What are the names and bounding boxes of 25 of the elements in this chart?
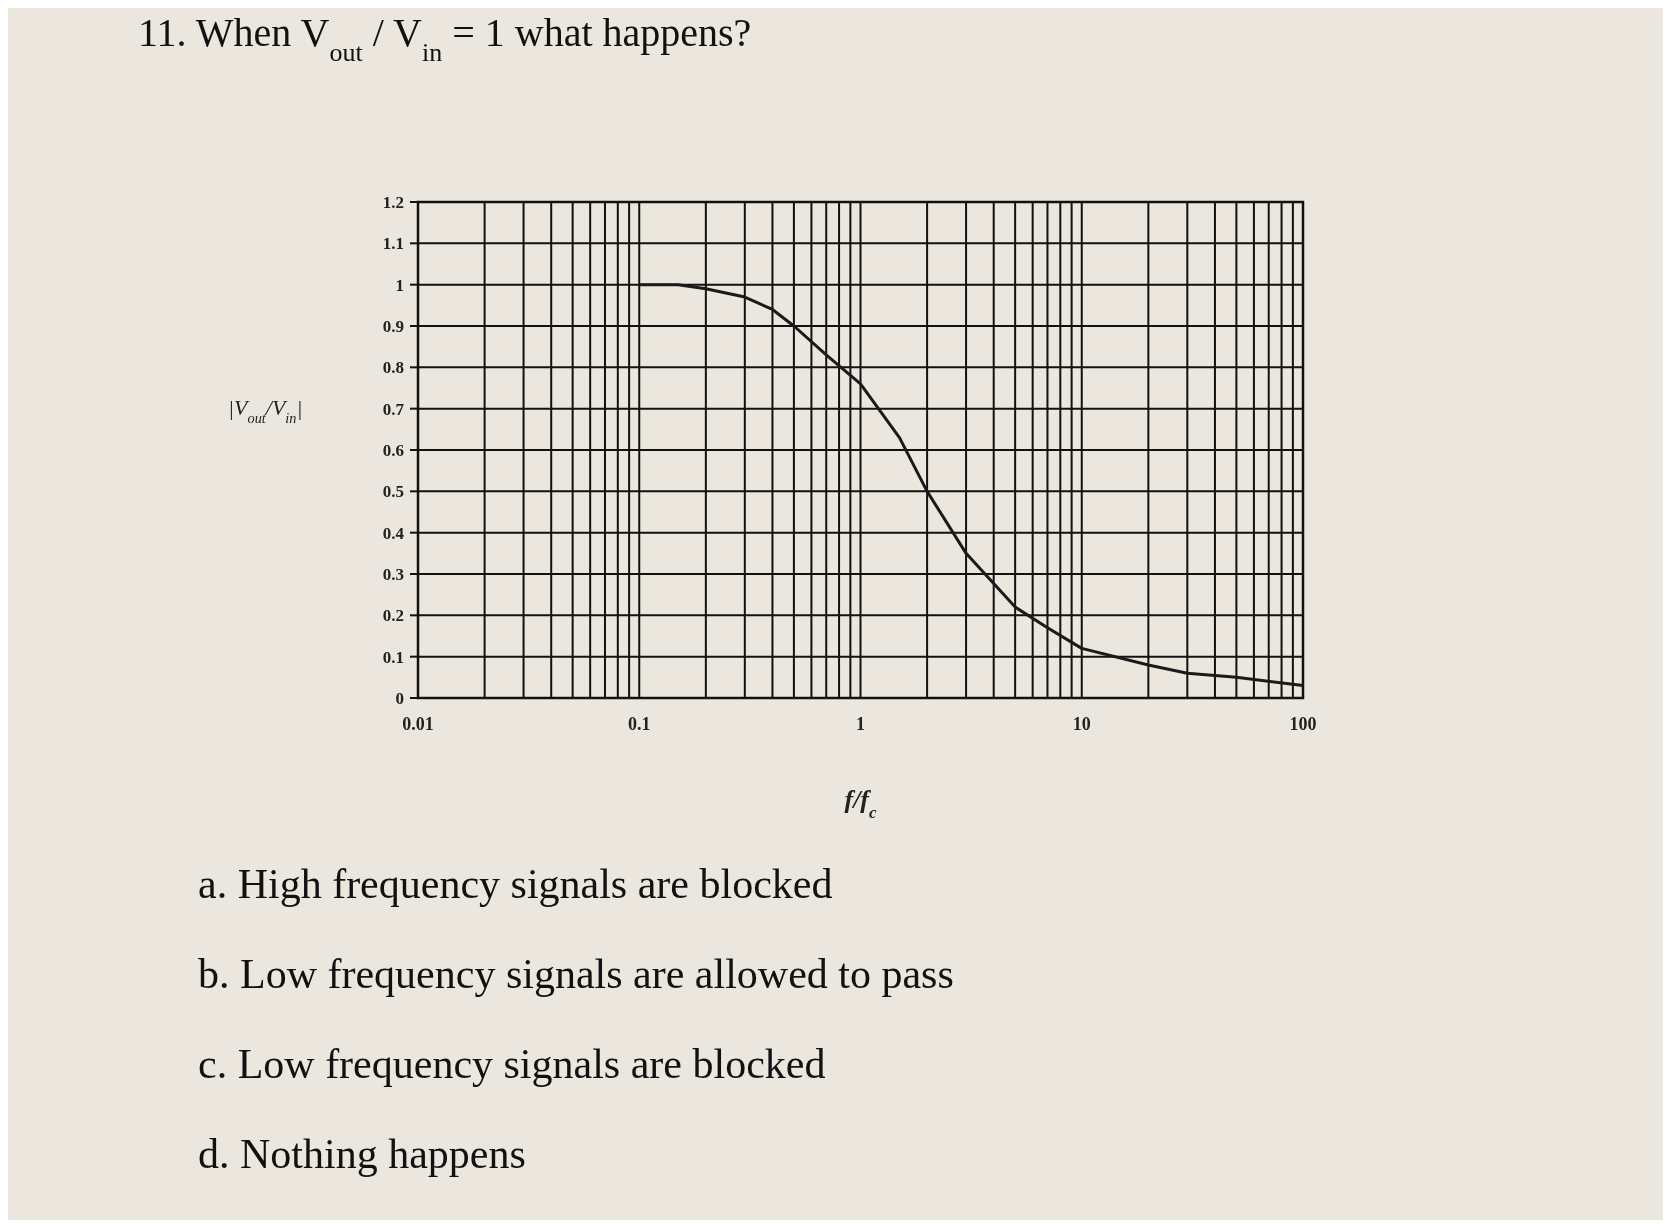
y-tick-label: 0.4 [382, 523, 405, 543]
x-axis-title: f/f$_{c}$ [844, 785, 878, 822]
y-tick-label: 1 [395, 275, 404, 295]
y-tick-label: 0 [395, 689, 404, 708]
text: d. Nothing happens [198, 1131, 526, 1177]
chart-title: 11. When V$_{out}$ / V$_{in}$ = 1 what happens? [138, 10, 752, 67]
text: a. High frequency signals are blocked [198, 861, 833, 907]
y-tick-label: 0.9 [382, 317, 404, 336]
x-tick-label: 10 [1072, 714, 1091, 734]
x-tick-label: 1 [856, 714, 865, 734]
y-tick-label: 0.2 [382, 606, 404, 626]
text: b. Low frequency signals are allowed to pass [198, 951, 954, 997]
x-tick-label: 0.1 [628, 714, 651, 734]
y-tick-label: 1.1 [382, 234, 404, 254]
y-tick-label: 0.6 [382, 441, 404, 460]
y-tick-label: 0.8 [382, 358, 404, 378]
text: c. Low frequency signals are blocked [198, 1041, 826, 1087]
y-tick-label: 0.7 [382, 399, 405, 419]
x-tick-label: 100 [1289, 714, 1317, 734]
x-tick-label: 0.01 [402, 714, 434, 734]
y-tick-label: 0.5 [382, 482, 404, 502]
y-tick-label: 0.1 [382, 647, 404, 667]
y-tick-label: 0.3 [382, 565, 404, 584]
y-tick-label: 1.2 [382, 193, 404, 212]
y-axis-title: |V$_{out}$/V$_{in}$| [228, 394, 303, 426]
